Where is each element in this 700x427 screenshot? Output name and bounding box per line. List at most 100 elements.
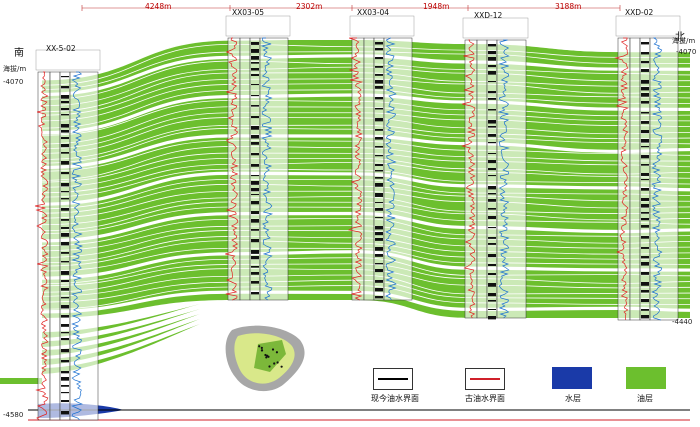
well-2-litho [251,292,259,295]
well-4-litho [488,243,496,245]
legend-current-owc-swatch [373,368,413,390]
well-3-litho [375,193,383,197]
well-5-litho [641,87,649,91]
well-4-litho [488,175,496,177]
well-1-header [35,49,101,71]
well-4-litho [488,51,496,55]
well-5-litho [641,299,649,303]
well-2-litho [251,229,259,231]
well-3-litho [375,129,383,131]
inset-map-well-dot [260,346,263,349]
well-3-litho [375,97,383,100]
legend-oil-swatch [626,367,666,389]
well-1-litho [61,191,69,193]
well-3-litho [375,164,383,167]
well-1-litho [61,271,69,275]
legend-current-owc-label: 现今油水界面 [371,394,419,403]
well-1-litho [61,242,69,246]
well-4-litho [488,293,496,297]
well-1-col-1 [49,71,61,421]
well-1-res-curve [71,71,84,421]
well-4-gr-curve [460,39,477,319]
well-1-litho [61,360,69,363]
well-2-litho [251,135,259,139]
well-3-litho [375,263,383,265]
well-3-litho [375,118,383,122]
well-5-litho [641,272,649,275]
well-4-litho [488,186,496,190]
north-label: 北 [675,32,685,43]
well-4-litho [488,237,496,239]
well-5-litho [641,218,649,221]
well-5-litho [641,164,649,166]
elevation-right-bottom: -4440 [672,318,693,326]
well-3-litho [375,177,383,179]
well-5-litho [641,93,649,97]
well-3-col-1 [363,37,375,301]
well-3-litho [375,66,383,68]
well-2-litho [251,239,259,243]
well-1-litho [61,108,69,111]
well-5-litho [641,290,649,293]
well-4-litho [488,300,496,302]
elevation-left-bottom: -4580 [3,411,24,419]
well-2-litho [251,49,259,53]
well-3-col-3 [383,37,413,301]
well-4-res-curve [497,39,510,319]
well-2-litho [251,126,259,130]
well-3-litho [375,86,383,89]
well-5-litho [641,225,649,228]
well-5-litho [641,139,649,143]
inset-map-well-dot [268,365,271,368]
well-4-litho [488,208,496,210]
well-1-litho [61,305,69,309]
well-name-4: XXD-12 [474,11,503,20]
well-5-litho [641,61,649,64]
well-3-litho [375,170,383,172]
well-1-litho [61,261,69,263]
well-3-litho [375,288,383,292]
inset-map-well-dot [264,353,267,357]
well-3-litho [375,247,383,251]
inset-map-well-dot [266,354,269,357]
well-1-gr-curve [34,71,49,421]
well-4-litho [488,142,496,144]
oil-strip-left [0,378,42,384]
well-2-litho [251,219,259,223]
well-2-litho [251,175,259,177]
well-5-litho [641,69,649,72]
well-5-litho [641,188,649,191]
well-2-litho [251,250,259,254]
well-1-litho [61,233,69,237]
well-4-litho [488,254,496,258]
well-1-litho [61,411,69,415]
well-2-litho [251,56,259,60]
well-1-litho [61,252,69,254]
well-1-litho [61,332,69,334]
well-1-litho [61,227,69,229]
well-1-litho [61,371,69,374]
well-5-res-curve [651,37,663,321]
well-3-litho [375,108,383,110]
well-1-litho [61,297,69,299]
well-5-col-3 [649,37,679,321]
well-4-col-3 [496,39,527,319]
well-2-litho [251,62,259,64]
well-4-litho [488,160,496,164]
well-5-litho [641,262,649,266]
well-1-litho [61,385,69,387]
well-2-header [225,15,291,37]
elevation-label-right: 海拔/m [672,37,696,45]
inset-map-well-dot [265,356,268,359]
well-1-litho [61,172,69,175]
well-5-litho [641,101,649,104]
well-name-3: XX03-04 [357,8,390,17]
well-2-col-3 [259,37,289,301]
well-2-col-2 [249,37,261,301]
well-name-5: XXD-02 [625,8,654,17]
well-2-litho [251,281,259,284]
well-4-litho [488,309,496,311]
well-name-1: XX-5-02 [46,44,76,53]
well-4-litho [488,126,496,128]
